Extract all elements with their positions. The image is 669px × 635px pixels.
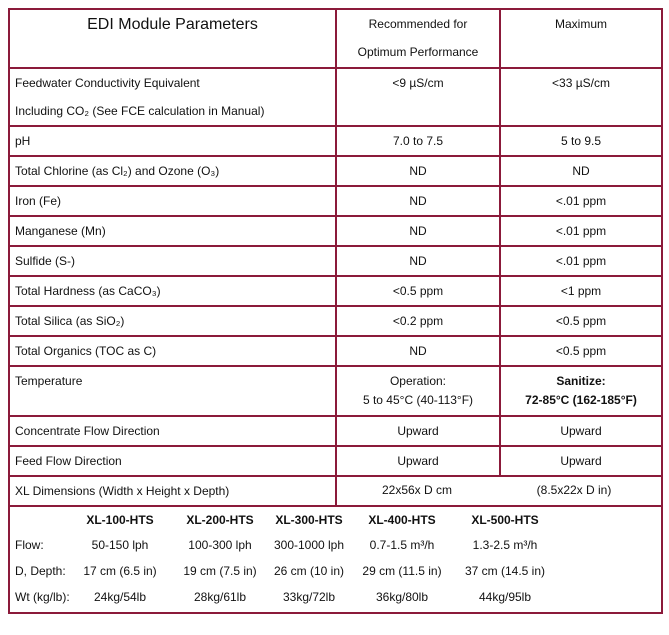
max-value: Upward	[560, 454, 602, 468]
param: Concentrate Flow Direction	[15, 424, 160, 438]
rec-value: <0.5 ppm	[392, 284, 444, 298]
model-flow: 1.3-2.5 m³/h	[472, 538, 538, 552]
model-specs: XL-100-HTS XL-200-HTS XL-300-HTS XL-400-HTS…	[10, 507, 661, 635]
param: pH	[15, 134, 31, 148]
model-name: XL-200-HTS	[186, 513, 254, 527]
max-value: <33 µS/cm	[552, 76, 610, 90]
max-value: <.01 ppm	[555, 194, 607, 208]
table-row: Manganese (Mn) ND <.01 ppm	[10, 215, 661, 247]
rec-value: Upward	[397, 454, 439, 468]
param: Feedwater Conductivity Equivalent	[15, 76, 200, 90]
model-depth: 29 cm (11.5 in)	[362, 564, 442, 578]
rec-value: 7.0 to 7.5	[392, 134, 444, 148]
model-wt: 24kg/54lb	[93, 590, 147, 604]
table-row: Total Organics (TOC as C) ND <0.5 ppm	[10, 335, 661, 367]
param: Iron (Fe)	[15, 194, 62, 208]
param: XL Dimensions (Width x Height x Depth)	[15, 484, 230, 498]
param: Temperature	[15, 374, 83, 388]
max-value: Sanitize:	[556, 374, 606, 388]
model-depth: 37 cm (14.5 in)	[464, 564, 546, 578]
recommended-header: Recommended for Optimum Performance	[335, 10, 501, 69]
max-value: ND	[572, 164, 590, 178]
rec-value: ND	[409, 194, 427, 208]
model-flow: 50-150 lph	[91, 538, 149, 552]
rec-value: Upward	[397, 424, 439, 438]
rec-value: ND	[409, 164, 427, 178]
table-row: Feedwater Conductivity Equivalent Includi…	[10, 67, 661, 127]
model-name: XL-100-HTS	[86, 513, 154, 527]
param: Sulfide (S-)	[15, 254, 76, 268]
model-wt: 44kg/95lb	[478, 590, 532, 604]
model-depth: 19 cm (7.5 in)	[183, 564, 257, 578]
dimensions-in: (8.5x22x D in)	[536, 483, 612, 497]
max-value: <0.5 ppm	[555, 344, 607, 358]
depth-label: D, Depth:	[15, 564, 66, 578]
table-row: Temperature Operation: 5 to 45°C (40-113°…	[10, 365, 661, 417]
maximum-header: Maximum	[499, 10, 661, 69]
table-row: Iron (Fe) ND <.01 ppm	[10, 185, 661, 217]
param: Total Chlorine (as Cl₂) and Ozone (O₃)	[15, 164, 220, 178]
table-row: Feed Flow Direction Upward Upward	[10, 445, 661, 477]
header-row: EDI Module Parameters Recommended for Opt…	[10, 10, 661, 69]
table-row: Concentrate Flow Direction Upward Upward	[10, 415, 661, 447]
table-row: Total Chlorine (as Cl₂) and Ozone (O₃) ND…	[10, 155, 661, 187]
max-value: <.01 ppm	[555, 224, 607, 238]
max-value: <0.5 ppm	[555, 314, 607, 328]
max-value: Upward	[560, 424, 602, 438]
model-depth: 17 cm (6.5 in)	[83, 564, 157, 578]
rec-value: ND	[409, 254, 427, 268]
wt-label: Wt (kg/lb):	[15, 590, 70, 604]
param: Feed Flow Direction	[15, 454, 122, 468]
model-depth: 26 cm (10 in)	[273, 564, 345, 578]
table-row: Sulfide (S-) ND <.01 ppm	[10, 245, 661, 277]
rec-value: ND	[409, 344, 427, 358]
model-flow: 100-300 lph	[188, 538, 252, 552]
table-row: pH 7.0 to 7.5 5 to 9.5	[10, 125, 661, 157]
param: Total Organics (TOC as C)	[15, 344, 157, 358]
model-flow: 0.7-1.5 m³/h	[369, 538, 435, 552]
table-row: Total Silica (as SiO₂) <0.2 ppm <0.5 ppm	[10, 305, 661, 337]
rec-value: <0.2 ppm	[392, 314, 444, 328]
edi-parameters-table: EDI Module Parameters Recommended for Opt…	[8, 8, 663, 614]
model-name: XL-300-HTS	[275, 513, 343, 527]
model-wt: 36kg/80lb	[375, 590, 429, 604]
rec-value: ND	[409, 224, 427, 238]
model-flow: 300-1000 lph	[273, 538, 345, 552]
model-wt: 28kg/61lb	[193, 590, 247, 604]
table-title: EDI Module Parameters	[10, 10, 337, 69]
param: Manganese (Mn)	[15, 224, 106, 238]
max-value: <1 ppm	[560, 284, 602, 298]
param: Total Hardness (as CaCO₃)	[15, 284, 161, 298]
table-row: Total Hardness (as CaCO₃) <0.5 ppm <1 ppm	[10, 275, 661, 307]
dimensions-cm: 22x56x D cm	[381, 483, 453, 497]
max-value: 5 to 9.5	[560, 134, 602, 148]
rec-value: <9 µS/cm	[392, 76, 444, 90]
model-name: XL-500-HTS	[471, 513, 539, 527]
dimensions-row: XL Dimensions (Width x Height x Depth) 2…	[10, 475, 661, 507]
model-wt: 33kg/72lb	[282, 590, 336, 604]
rec-value: Operation:	[389, 374, 447, 388]
flow-label: Flow:	[15, 538, 44, 552]
model-name: XL-400-HTS	[368, 513, 436, 527]
max-value: <.01 ppm	[555, 254, 607, 268]
param: Total Silica (as SiO₂)	[15, 314, 125, 328]
